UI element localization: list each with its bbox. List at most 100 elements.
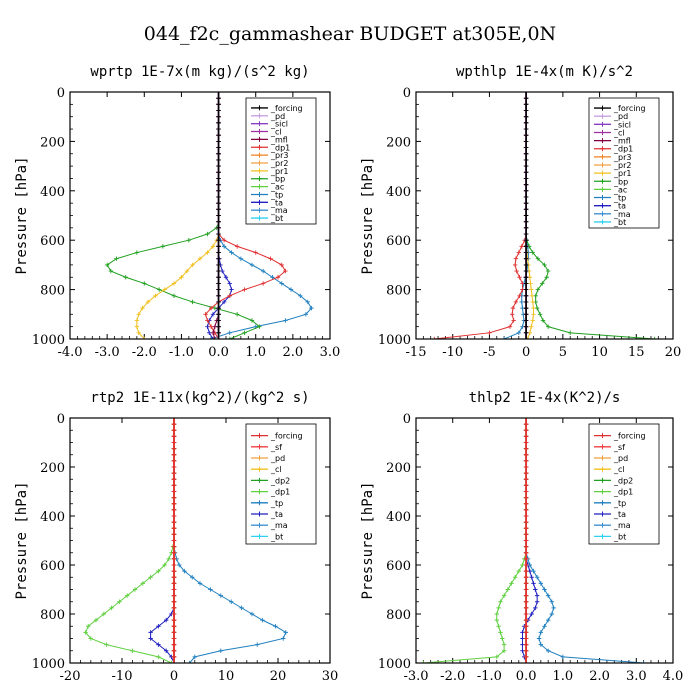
data-point xyxy=(216,102,221,107)
data-point xyxy=(542,262,547,268)
data-point xyxy=(216,151,221,156)
data-point xyxy=(523,562,529,568)
x-tick-label: 1.0 xyxy=(245,345,266,360)
data-point xyxy=(496,605,501,611)
data-point xyxy=(227,336,232,339)
data-point xyxy=(535,287,541,292)
data-point xyxy=(187,660,192,663)
data-point xyxy=(223,275,229,280)
legend-box xyxy=(588,97,660,229)
x-tick-label: 2.0 xyxy=(283,345,304,360)
legend-box xyxy=(588,423,660,545)
data-point xyxy=(171,654,177,660)
data-point xyxy=(268,256,273,261)
data-point xyxy=(496,624,501,629)
y-tick-label: 1000 xyxy=(378,657,411,672)
y-tick-label: 0 xyxy=(403,412,411,427)
data-point xyxy=(136,312,141,317)
legend-box xyxy=(245,423,317,545)
data-point xyxy=(533,587,538,592)
data-point xyxy=(523,532,529,537)
legend-label: _ta xyxy=(613,510,626,519)
data-point xyxy=(255,642,260,647)
y-tick-label: 200 xyxy=(386,461,411,476)
data-point xyxy=(523,605,529,611)
legend-marker xyxy=(600,154,605,160)
panel-title: wprtp 1E-7x(m kg)/(s^2 kg) xyxy=(90,64,309,80)
y-tick-label: 1000 xyxy=(378,333,411,348)
legend: _forcing_pd_sicl_cl_mfl_dp1_pr3_pr2_pr1_… xyxy=(245,97,317,225)
data-point xyxy=(523,299,529,305)
x-tick-label: 15 xyxy=(628,345,645,360)
data-point xyxy=(171,489,177,494)
x-tick-label: 4.0 xyxy=(663,669,684,684)
data-point xyxy=(531,312,536,317)
data-point xyxy=(512,262,518,268)
legend-marker xyxy=(257,522,262,528)
legend-marker xyxy=(600,178,605,184)
data-point xyxy=(523,611,529,617)
legend-label: _ma xyxy=(613,210,631,219)
y-tick-label: 600 xyxy=(40,234,65,249)
data-point xyxy=(179,275,184,280)
data-point xyxy=(156,654,161,660)
data-point xyxy=(523,519,529,525)
data-point xyxy=(216,324,221,329)
data-point xyxy=(171,483,177,488)
data-point xyxy=(83,630,88,635)
plot-frame xyxy=(415,91,674,340)
data-point xyxy=(288,287,294,292)
legend-marker xyxy=(257,199,262,205)
legend-label: _bp xyxy=(270,175,285,184)
data-point xyxy=(523,151,529,156)
data-point xyxy=(117,599,122,604)
data-point xyxy=(523,421,529,427)
legend-marker xyxy=(600,511,605,517)
data-point xyxy=(227,281,232,286)
data-point xyxy=(513,299,519,305)
legend-marker xyxy=(257,105,262,111)
data-point xyxy=(523,538,529,543)
data-point xyxy=(509,581,514,586)
data-point xyxy=(109,605,114,611)
data-point xyxy=(239,605,244,611)
legend-label: _dp1 xyxy=(613,145,633,154)
data-point xyxy=(545,648,551,653)
x-tick-label: -2.0 xyxy=(440,669,465,684)
data-point xyxy=(523,157,529,163)
data-point xyxy=(171,575,177,580)
legend-label: _forcing xyxy=(270,432,303,441)
legend-marker xyxy=(600,433,605,439)
y-tick-label: 400 xyxy=(40,510,65,525)
data-point xyxy=(549,611,555,617)
legend-label: _mfl xyxy=(613,137,631,146)
data-point xyxy=(212,336,218,339)
budget-panel: rtp2 1E-11x(kg^2)/(kg^2 s) Pressure [hPa]… xyxy=(14,390,338,684)
data-point xyxy=(171,617,177,623)
data-point xyxy=(498,630,503,635)
data-point xyxy=(530,250,535,255)
y-axis-title: Pressure [hPa] xyxy=(14,156,30,274)
legend-marker xyxy=(600,138,605,144)
data-point xyxy=(500,636,505,641)
legend-label: _cl xyxy=(270,465,282,474)
data-point xyxy=(523,250,529,255)
legend-marker xyxy=(257,152,262,158)
data-point xyxy=(234,244,240,249)
data-point xyxy=(216,114,221,119)
data-point xyxy=(523,587,529,592)
series-layer xyxy=(104,92,314,339)
data-point xyxy=(171,605,177,611)
legend-marker xyxy=(257,168,262,174)
legend-label: _ma xyxy=(613,521,631,530)
data-point xyxy=(86,624,91,629)
data-point xyxy=(533,293,538,298)
series-line xyxy=(85,418,175,663)
data-point xyxy=(523,133,529,138)
panel-title: rtp2 1E-11x(kg^2)/(kg^2 s) xyxy=(90,390,309,406)
legend: _forcing _sf _pd _cl _dp2 _dp1 _tp _ta _ma _bt xyxy=(245,423,317,545)
data-point xyxy=(216,281,221,286)
data-point xyxy=(171,532,177,537)
data-point xyxy=(538,630,544,635)
